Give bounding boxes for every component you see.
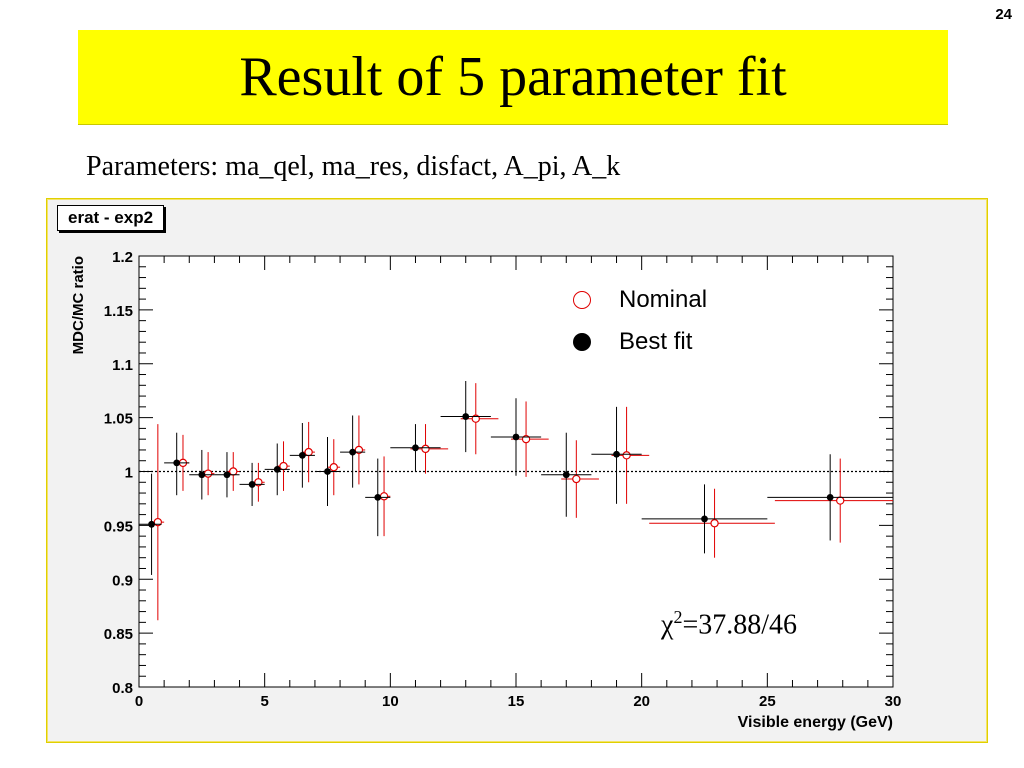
- x-tick-label: 5: [260, 693, 268, 710]
- parameters-line: Parameters: ma_qel, ma_res, disfact, A_p…: [86, 151, 621, 182]
- data-point-best-fit: [223, 471, 231, 479]
- data-point-nominal: [622, 451, 631, 460]
- data-point-best-fit: [512, 433, 520, 441]
- data-point-best-fit: [613, 450, 620, 458]
- y-tick-label: 0.95: [104, 518, 133, 535]
- data-point-best-fit: [298, 451, 306, 459]
- x-tick-label: 15: [508, 693, 525, 710]
- chi-square-annotation: χ2=37.88/46: [661, 607, 797, 641]
- data-point-best-fit: [701, 515, 708, 523]
- x-tick-label: 30: [885, 693, 902, 710]
- y-axis-label: MDC/MC ratio: [70, 256, 87, 354]
- series-nominal: [151, 383, 893, 621]
- filled-circle-icon: [573, 333, 591, 351]
- chart-svg: 0.8 0.85 0.9 0.95 1 1.05 1.1 1.15 1.2 0 5 10 15 20 25 3…: [70, 249, 901, 731]
- data-point-best-fit: [273, 465, 281, 473]
- x-tick-label: 0: [135, 693, 143, 710]
- data-point-nominal: [203, 469, 213, 478]
- data-point-nominal: [379, 492, 389, 501]
- open-circle-icon: [573, 291, 591, 309]
- legend-label-best-fit: Best fit: [619, 328, 693, 355]
- slide-title: Result of 5 parameter fit: [239, 46, 787, 108]
- data-point-best-fit: [826, 493, 834, 501]
- data-points: [139, 380, 893, 621]
- y-tick-label: 1.05: [104, 411, 133, 428]
- histogram-title-box: erat - exp2: [57, 205, 165, 231]
- y-tick-label: 1.1: [112, 357, 133, 374]
- y-tick-label: 1.2: [112, 249, 133, 266]
- series-best-fit: [139, 380, 893, 575]
- data-point-nominal: [421, 444, 430, 454]
- x-tick-label: 20: [633, 693, 650, 710]
- data-point-nominal: [836, 496, 845, 505]
- data-point-best-fit: [148, 520, 155, 528]
- page-number: 24: [995, 6, 1012, 23]
- data-point-best-fit: [349, 448, 357, 456]
- data-point-best-fit: [198, 471, 206, 479]
- y-tick-label: 0.85: [104, 626, 133, 643]
- data-point-nominal: [229, 467, 238, 476]
- y-tick-label: 1: [125, 465, 133, 482]
- data-point-best-fit: [462, 413, 470, 420]
- y-tick-label: 1.15: [104, 303, 133, 320]
- chart-canvas: 0.8 0.85 0.9 0.95 1 1.05 1.1 1.15 1.2 0 5 10 15 20 25 3…: [46, 198, 988, 743]
- data-point-nominal: [710, 519, 719, 528]
- data-point-best-fit: [562, 471, 570, 479]
- data-point-best-fit: [173, 459, 181, 467]
- data-point-nominal: [304, 447, 313, 457]
- x-axis-label: Visible energy (GeV): [738, 714, 893, 731]
- y-tick-label: 0.8: [112, 680, 133, 697]
- data-point-best-fit: [374, 493, 382, 501]
- chi2-symbol: χ: [661, 609, 674, 641]
- data-point-nominal: [329, 462, 338, 472]
- legend-item-nominal: Nominal: [567, 279, 707, 321]
- axes: 0.8 0.85 0.9 0.95 1 1.05 1.1 1.15 1.2 0 5 10 15 20 25 3…: [70, 249, 901, 731]
- x-tick-label: 25: [759, 693, 776, 710]
- data-point-nominal: [572, 474, 581, 484]
- data-point-best-fit: [412, 444, 419, 452]
- x-tick-label: 10: [382, 693, 399, 710]
- chi2-value: =37.88/46: [682, 609, 798, 641]
- data-point-nominal: [279, 461, 288, 471]
- chi2-exponent: 2: [673, 607, 683, 627]
- legend-item-best-fit: Best fit: [567, 321, 707, 363]
- legend-label-nominal: Nominal: [619, 286, 708, 313]
- title-banner: Result of 5 parameter fit: [78, 30, 948, 125]
- data-point-best-fit: [248, 481, 256, 488]
- y-tick-label: 0.9: [112, 572, 133, 589]
- legend: Nominal Best fit: [567, 279, 707, 363]
- data-point-best-fit: [324, 468, 331, 475]
